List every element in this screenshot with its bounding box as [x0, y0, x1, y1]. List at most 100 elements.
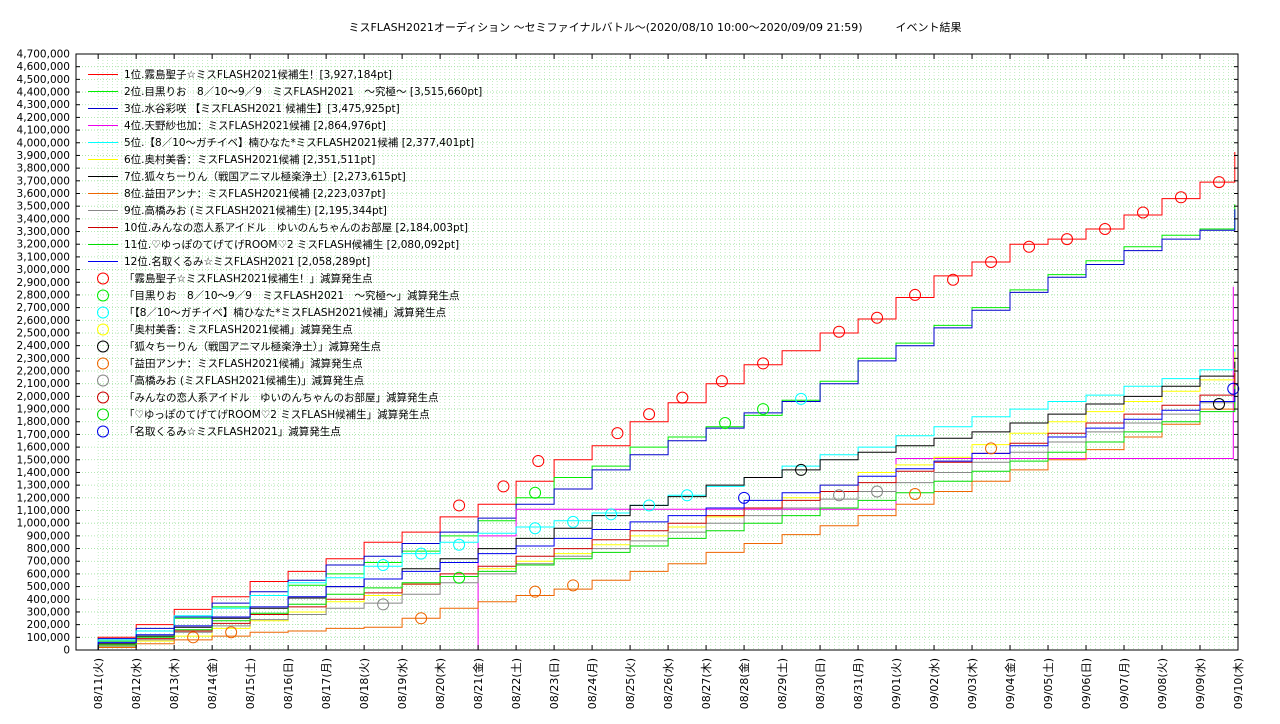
- reduction-marker: [529, 585, 542, 598]
- y-tick-label: 4,200,000: [17, 112, 70, 124]
- reduction-marker: [453, 499, 466, 512]
- y-tick-label: 3,100,000: [17, 251, 70, 263]
- legend-label-5: 5位.【8／10～ガチイベ】楠ひなた*ミスFLASH2021候補 [2,377,…: [124, 136, 474, 149]
- reduction-marker: [947, 273, 960, 286]
- reduction-marker: [529, 486, 542, 499]
- y-tick-label: 200,000: [27, 619, 70, 631]
- reduction-marker: [187, 631, 200, 644]
- series-line-8: [76, 368, 1236, 651]
- x-tick-label: 08/18(火): [358, 658, 371, 709]
- y-tick-label: 4,500,000: [17, 74, 70, 86]
- reduction-marker: [643, 499, 656, 512]
- y-tick-label: 2,500,000: [17, 327, 70, 339]
- reduction-marker: [757, 403, 770, 416]
- y-tick-label: 1,500,000: [17, 454, 70, 466]
- chart-title: ミスFLASH2021オーディション ～セミファイナルバトル～(2020/08/…: [348, 20, 961, 34]
- x-tick-label: 08/13(木): [168, 658, 181, 709]
- legend-label-12: 12位.名取くるみ☆ミスFLASH2021 [2,058,289pt]: [124, 255, 370, 268]
- legend-label-11: 11位.♡ゆっぽのてげてげROOM♡2 ミスFLASH候補生 [2,080,09…: [124, 238, 459, 251]
- reduction-marker: [833, 325, 846, 338]
- series-line-11: [76, 386, 1236, 651]
- y-tick-label: 2,400,000: [17, 340, 70, 352]
- x-tick-label: 08/25(火): [624, 658, 637, 709]
- x-tick-label: 08/27(木): [700, 658, 713, 709]
- legend: 1位.霧島聖子☆ミスFLASH2021候補生！[3,927,184pt] 2位.目…: [88, 68, 482, 438]
- legend-marker-swatch-8: [97, 391, 109, 404]
- y-tick-label: 3,700,000: [17, 175, 70, 187]
- reduction-marker: [377, 559, 390, 572]
- reduction-marker: [1061, 233, 1074, 246]
- y-tick-label: 900,000: [27, 530, 70, 542]
- x-tick-label: 09/04(金): [1003, 658, 1017, 709]
- y-tick-label: 1,100,000: [17, 505, 70, 517]
- series-layer: [76, 152, 1236, 651]
- legend-marker-label-6: 「益田アンナ：ミスFLASH2021候補」減算発生点: [124, 357, 363, 370]
- x-tick-label: 09/01(火): [890, 658, 903, 709]
- y-tick-label: 2,200,000: [17, 366, 70, 378]
- y-tick-label: 3,400,000: [17, 213, 70, 225]
- legend-label-7: 7位.狐々ちーりん（戦国アニマル極楽浄土）[2,273,615pt]: [124, 170, 406, 183]
- y-tick-label: 4,700,000: [17, 49, 70, 61]
- y-tick-label: 1,200,000: [17, 492, 70, 504]
- x-tick-label: 08/11(火): [92, 658, 105, 709]
- legend-marker-label-3: 「【8／10～ガチイベ】楠ひなた*ミスFLASH2021候補」減算発生点: [124, 306, 446, 319]
- y-tick-label: 300,000: [27, 606, 70, 618]
- x-tick-label: 08/26(水): [662, 658, 675, 709]
- y-tick-label: 3,800,000: [17, 163, 70, 175]
- reduction-marker: [738, 491, 751, 504]
- x-tick-label: 08/12(水): [130, 658, 143, 709]
- legend-marker-swatch-2: [97, 289, 109, 302]
- y-tick-label: 2,800,000: [17, 289, 70, 301]
- legend-label-3: 3位.水谷彩咲 【ミスFLASH2021 候補生】[3,475,925pt]: [124, 102, 400, 115]
- reduction-marker: [985, 442, 998, 455]
- legend-marker-swatch-6: [97, 357, 109, 370]
- y-tick-label: 0: [63, 645, 70, 657]
- x-tick-label: 09/06(日): [1080, 658, 1093, 709]
- reduction-marker: [605, 508, 618, 521]
- legend-marker-swatch-3: [97, 306, 109, 319]
- legend-marker-label-10: 「名取くるみ☆ミスFLASH2021」減算発生点: [124, 425, 341, 438]
- x-tick-label: 08/22(土): [510, 658, 523, 709]
- legend-label-6: 6位.奥村美香：ミスFLASH2021候補 [2,351,511pt]: [124, 153, 375, 166]
- reduction-marker: [1099, 222, 1112, 235]
- y-tick-label: 1,800,000: [17, 416, 70, 428]
- x-tick-label: 08/23(日): [548, 658, 561, 709]
- y-tick-label: 1,000,000: [17, 518, 70, 530]
- reduction-marker: [795, 392, 808, 405]
- reduction-marker: [377, 598, 390, 611]
- x-tick-label: 09/07(月): [1118, 658, 1131, 709]
- legend-marker-label-9: 「♡ゆっぽのてげてげROOM♡2 ミスFLASH候補生」減算発生点: [124, 408, 430, 421]
- reduction-marker: [225, 626, 238, 639]
- y-tick-label: 1,400,000: [17, 467, 70, 479]
- reduction-marker: [833, 489, 846, 502]
- y-tick-label: 700,000: [27, 556, 70, 568]
- y-tick-label: 400,000: [27, 594, 70, 606]
- x-tick-label: 09/09(水): [1194, 658, 1207, 709]
- legend-label-4: 4位.天野紗也加：ミスFLASH2021候補 [2,864,976pt]: [124, 119, 386, 132]
- y-tick-label: 1,300,000: [17, 480, 70, 492]
- x-tick-label: 08/15(土): [244, 658, 257, 709]
- legend-marker-swatch-4: [97, 323, 109, 336]
- marker-layer: [187, 176, 1240, 644]
- series-line-3: [76, 209, 1236, 651]
- x-tick-label: 08/29(土): [776, 658, 789, 709]
- legend-marker-label-4: 「奥村美香：ミスFLASH2021候補」減算発生点: [124, 323, 353, 336]
- axis-layer: 0100,000200,000300,000400,000500,000600,…: [17, 49, 1245, 710]
- reduction-marker: [909, 488, 922, 501]
- reduction-marker: [1137, 206, 1150, 219]
- x-tick-label: 08/20(木): [434, 658, 447, 709]
- reduction-marker: [715, 375, 728, 388]
- y-tick-label: 2,100,000: [17, 378, 70, 390]
- reduction-marker: [532, 455, 545, 468]
- reduction-marker: [1227, 382, 1240, 395]
- reduction-marker: [453, 571, 466, 584]
- y-tick-label: 1,700,000: [17, 429, 70, 441]
- y-tick-label: 1,900,000: [17, 404, 70, 416]
- reduction-marker: [1213, 397, 1226, 410]
- x-tick-label: 09/08(火): [1156, 658, 1169, 709]
- reduction-marker: [719, 417, 732, 430]
- legend-label-1: 1位.霧島聖子☆ミスFLASH2021候補生！[3,927,184pt]: [124, 68, 392, 81]
- reduction-marker: [567, 579, 580, 592]
- reduction-marker: [567, 515, 580, 528]
- series-line-4: [477, 286, 1234, 650]
